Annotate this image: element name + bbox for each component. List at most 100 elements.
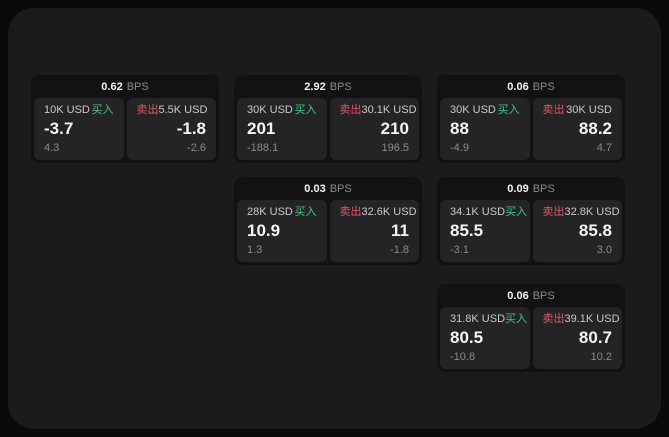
bps-value: 0.62 bbox=[101, 80, 123, 93]
buy-sub-value: -188.1 bbox=[247, 142, 279, 154]
buy-quote-tile[interactable]: 30K USD 买入 201 -188.1 bbox=[237, 98, 327, 160]
quote-card-4: 0.03 BPS 28K USD 买入 10.9 1.3 卖出 32.6K US… bbox=[234, 177, 422, 265]
sell-side-label: 卖出 bbox=[339, 206, 362, 218]
bps-unit-label: BPS bbox=[532, 80, 555, 93]
quote-card-3: 0.06 BPS 30K USD 买入 88 -4.9 卖出 30K USD 8… bbox=[437, 75, 625, 163]
bps-value: 0.06 bbox=[507, 80, 529, 93]
sell-sub-value: -2.6 bbox=[187, 142, 206, 154]
quote-card-2: 2.92 BPS 30K USD 买入 201 -188.1 卖出 30.1K … bbox=[234, 75, 422, 163]
buy-price-value: 201 bbox=[247, 119, 276, 138]
card-header: 0.06 BPS bbox=[437, 75, 625, 98]
buy-tile-header: 34.1K USD 买入 bbox=[450, 206, 527, 218]
sell-quote-tile[interactable]: 卖出 32.6K USD 11 -1.8 bbox=[329, 200, 419, 262]
buy-side-label: 买入 bbox=[294, 206, 317, 218]
buy-price-value: 10.9 bbox=[247, 221, 281, 240]
buy-quote-tile[interactable]: 34.1K USD 买入 85.5 -3.1 bbox=[440, 200, 530, 262]
buy-size-label: 28K USD bbox=[247, 206, 293, 218]
sell-quote-tile[interactable]: 卖出 30.1K USD 210 196.5 bbox=[329, 98, 419, 160]
buy-size-label: 30K USD bbox=[247, 104, 293, 116]
sell-quote-tile[interactable]: 卖出 39.1K USD 80.7 10.2 bbox=[532, 307, 622, 369]
sell-quote-tile[interactable]: 卖出 5.5K USD -1.8 -2.6 bbox=[126, 98, 216, 160]
sell-side-label: 卖出 bbox=[339, 104, 362, 116]
buy-tile-header: 28K USD 买入 bbox=[247, 207, 317, 218]
card-body: 34.1K USD 买入 85.5 -3.1 卖出 32.8K USD 85.8… bbox=[437, 200, 625, 265]
card-header: 0.06 BPS bbox=[437, 284, 625, 307]
buy-price-value: 80.5 bbox=[450, 328, 484, 347]
sell-price-value: -1.8 bbox=[176, 119, 206, 138]
card-body: 30K USD 买入 88 -4.9 卖出 30K USD 88.2 4.7 bbox=[437, 98, 625, 163]
card-body: 10K USD 买入 -3.7 4.3 卖出 5.5K USD -1.8 -2.… bbox=[31, 98, 219, 163]
buy-tile-header: 10K USD 买入 bbox=[44, 105, 114, 116]
card-body: 30K USD 买入 201 -188.1 卖出 30.1K USD 210 1… bbox=[234, 98, 422, 163]
sell-size-label: 30K USD bbox=[566, 104, 612, 116]
quote-card-6: 0.06 BPS 31.8K USD 买入 80.5 -10.8 卖出 39.1… bbox=[437, 284, 625, 372]
sell-side-label: 卖出 bbox=[136, 104, 159, 116]
bps-unit-label: BPS bbox=[329, 182, 352, 195]
sell-size-label: 32.6K USD bbox=[361, 206, 417, 218]
buy-side-label: 买入 bbox=[497, 104, 520, 116]
buy-price-value: -3.7 bbox=[44, 119, 74, 138]
sell-side-label: 卖出 bbox=[542, 104, 565, 116]
sell-tile-header: 卖出 30K USD bbox=[543, 105, 613, 116]
sell-size-label: 39.1K USD bbox=[564, 313, 620, 325]
sell-quote-tile[interactable]: 卖出 30K USD 88.2 4.7 bbox=[532, 98, 622, 160]
sell-sub-value: 3.0 bbox=[596, 244, 612, 256]
buy-quote-tile[interactable]: 31.8K USD 买入 80.5 -10.8 bbox=[440, 307, 530, 369]
sell-sub-value: 4.7 bbox=[596, 142, 612, 154]
sell-price-value: 80.7 bbox=[578, 328, 612, 347]
sell-side-label: 卖出 bbox=[542, 313, 565, 325]
buy-side-label: 买入 bbox=[505, 313, 528, 325]
sell-price-value: 88.2 bbox=[578, 119, 612, 138]
sell-price-value: 85.8 bbox=[578, 221, 612, 240]
bps-unit-label: BPS bbox=[126, 80, 149, 93]
card-header: 0.03 BPS bbox=[234, 177, 422, 200]
sell-tile-header: 卖出 5.5K USD bbox=[136, 104, 208, 116]
sell-sub-value: -1.8 bbox=[390, 244, 409, 256]
bps-value: 0.06 bbox=[507, 289, 529, 302]
sell-tile-header: 卖出 32.6K USD bbox=[339, 206, 417, 218]
sell-size-label: 5.5K USD bbox=[158, 104, 208, 116]
buy-size-label: 30K USD bbox=[450, 104, 496, 116]
sell-tile-header: 卖出 32.8K USD bbox=[542, 206, 620, 218]
buy-price-value: 88 bbox=[450, 119, 469, 138]
sell-price-value: 11 bbox=[391, 221, 409, 240]
buy-quote-tile[interactable]: 10K USD 买入 -3.7 4.3 bbox=[34, 98, 124, 160]
buy-tile-header: 30K USD 买入 bbox=[247, 105, 317, 116]
sell-price-value: 210 bbox=[380, 119, 409, 138]
buy-sub-value: 1.3 bbox=[247, 244, 263, 256]
buy-size-label: 34.1K USD bbox=[450, 206, 506, 218]
buy-size-label: 31.8K USD bbox=[450, 313, 506, 325]
card-header: 0.62 BPS bbox=[31, 75, 219, 98]
card-body: 31.8K USD 买入 80.5 -10.8 卖出 39.1K USD 80.… bbox=[437, 307, 625, 372]
buy-tile-header: 31.8K USD 买入 bbox=[450, 313, 527, 325]
buy-quote-tile[interactable]: 28K USD 买入 10.9 1.3 bbox=[237, 200, 327, 262]
sell-quote-tile[interactable]: 卖出 32.8K USD 85.8 3.0 bbox=[532, 200, 622, 262]
sell-size-label: 30.1K USD bbox=[361, 104, 417, 116]
quote-card-5: 0.09 BPS 34.1K USD 买入 85.5 -3.1 卖出 32.8K… bbox=[437, 177, 625, 265]
buy-side-label: 买入 bbox=[294, 104, 317, 116]
buy-tile-header: 30K USD 买入 bbox=[450, 105, 520, 116]
buy-sub-value: -10.8 bbox=[450, 351, 476, 363]
buy-price-value: 85.5 bbox=[450, 221, 484, 240]
bps-value: 0.03 bbox=[304, 182, 326, 195]
card-body: 28K USD 买入 10.9 1.3 卖出 32.6K USD 11 -1.8 bbox=[234, 200, 422, 265]
sell-sub-value: 10.2 bbox=[590, 351, 612, 363]
card-header: 2.92 BPS bbox=[234, 75, 422, 98]
bps-value: 2.92 bbox=[304, 80, 326, 93]
quote-card-1: 0.62 BPS 10K USD 买入 -3.7 4.3 卖出 5.5K USD… bbox=[31, 75, 219, 163]
bps-value: 0.09 bbox=[507, 182, 529, 195]
bps-unit-label: BPS bbox=[532, 289, 555, 302]
sell-tile-header: 卖出 39.1K USD bbox=[542, 313, 620, 325]
buy-side-label: 买入 bbox=[505, 206, 528, 218]
sell-sub-value: 196.5 bbox=[381, 142, 409, 154]
buy-size-label: 10K USD bbox=[44, 104, 90, 116]
card-header: 0.09 BPS bbox=[437, 177, 625, 200]
bps-unit-label: BPS bbox=[532, 182, 555, 195]
sell-size-label: 32.8K USD bbox=[564, 206, 620, 218]
buy-sub-value: -3.1 bbox=[450, 244, 469, 256]
buy-quote-tile[interactable]: 30K USD 买入 88 -4.9 bbox=[440, 98, 530, 160]
bps-unit-label: BPS bbox=[329, 80, 352, 93]
sell-tile-header: 卖出 30.1K USD bbox=[339, 104, 417, 116]
buy-sub-value: 4.3 bbox=[44, 142, 60, 154]
sell-side-label: 卖出 bbox=[542, 206, 565, 218]
